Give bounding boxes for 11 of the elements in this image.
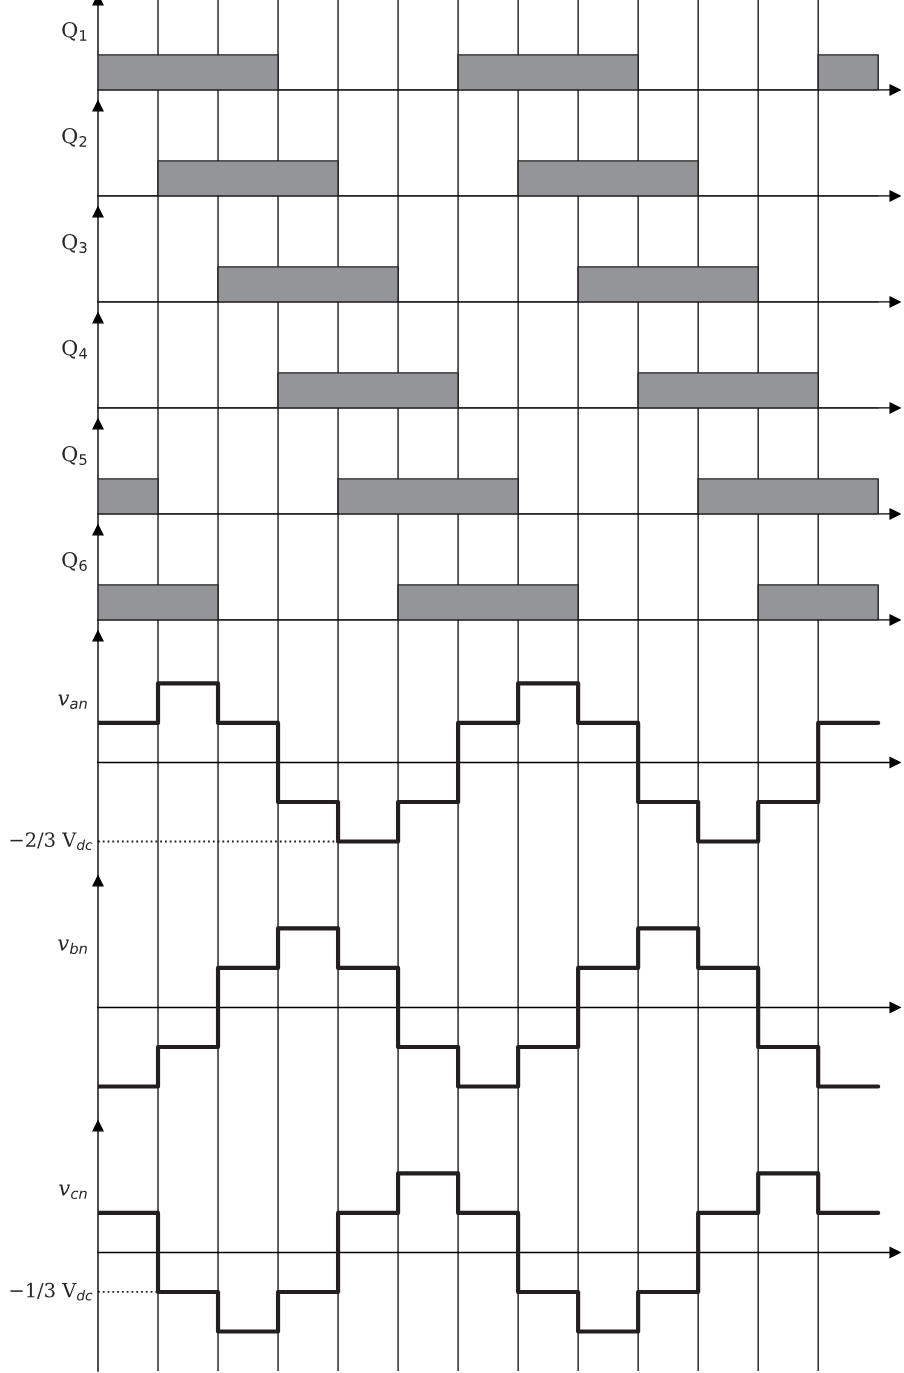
y-axis-title: Q$_{1}$: [62, 21, 87, 41]
y-axis-title: Q$_{4}$: [62, 339, 87, 359]
y-axis-title: Q$_{6}$: [62, 551, 87, 572]
ref-line-label: −2/3 V$_{dc}$: [10, 832, 93, 851]
ref-line-label: −1/3 V$_{dc}$: [10, 1282, 93, 1301]
y-axis-title: v$_{an}$: [58, 694, 87, 710]
y-axis-title: Q$_{5}$: [62, 445, 87, 466]
y-axis-title: Q$_{2}$: [62, 127, 87, 147]
y-axis-title: v$_{bn}$: [58, 939, 87, 955]
y-axis-title: Q$_{3}$: [62, 233, 87, 254]
y-axis-title: v$_{cn}$: [59, 1184, 87, 1200]
